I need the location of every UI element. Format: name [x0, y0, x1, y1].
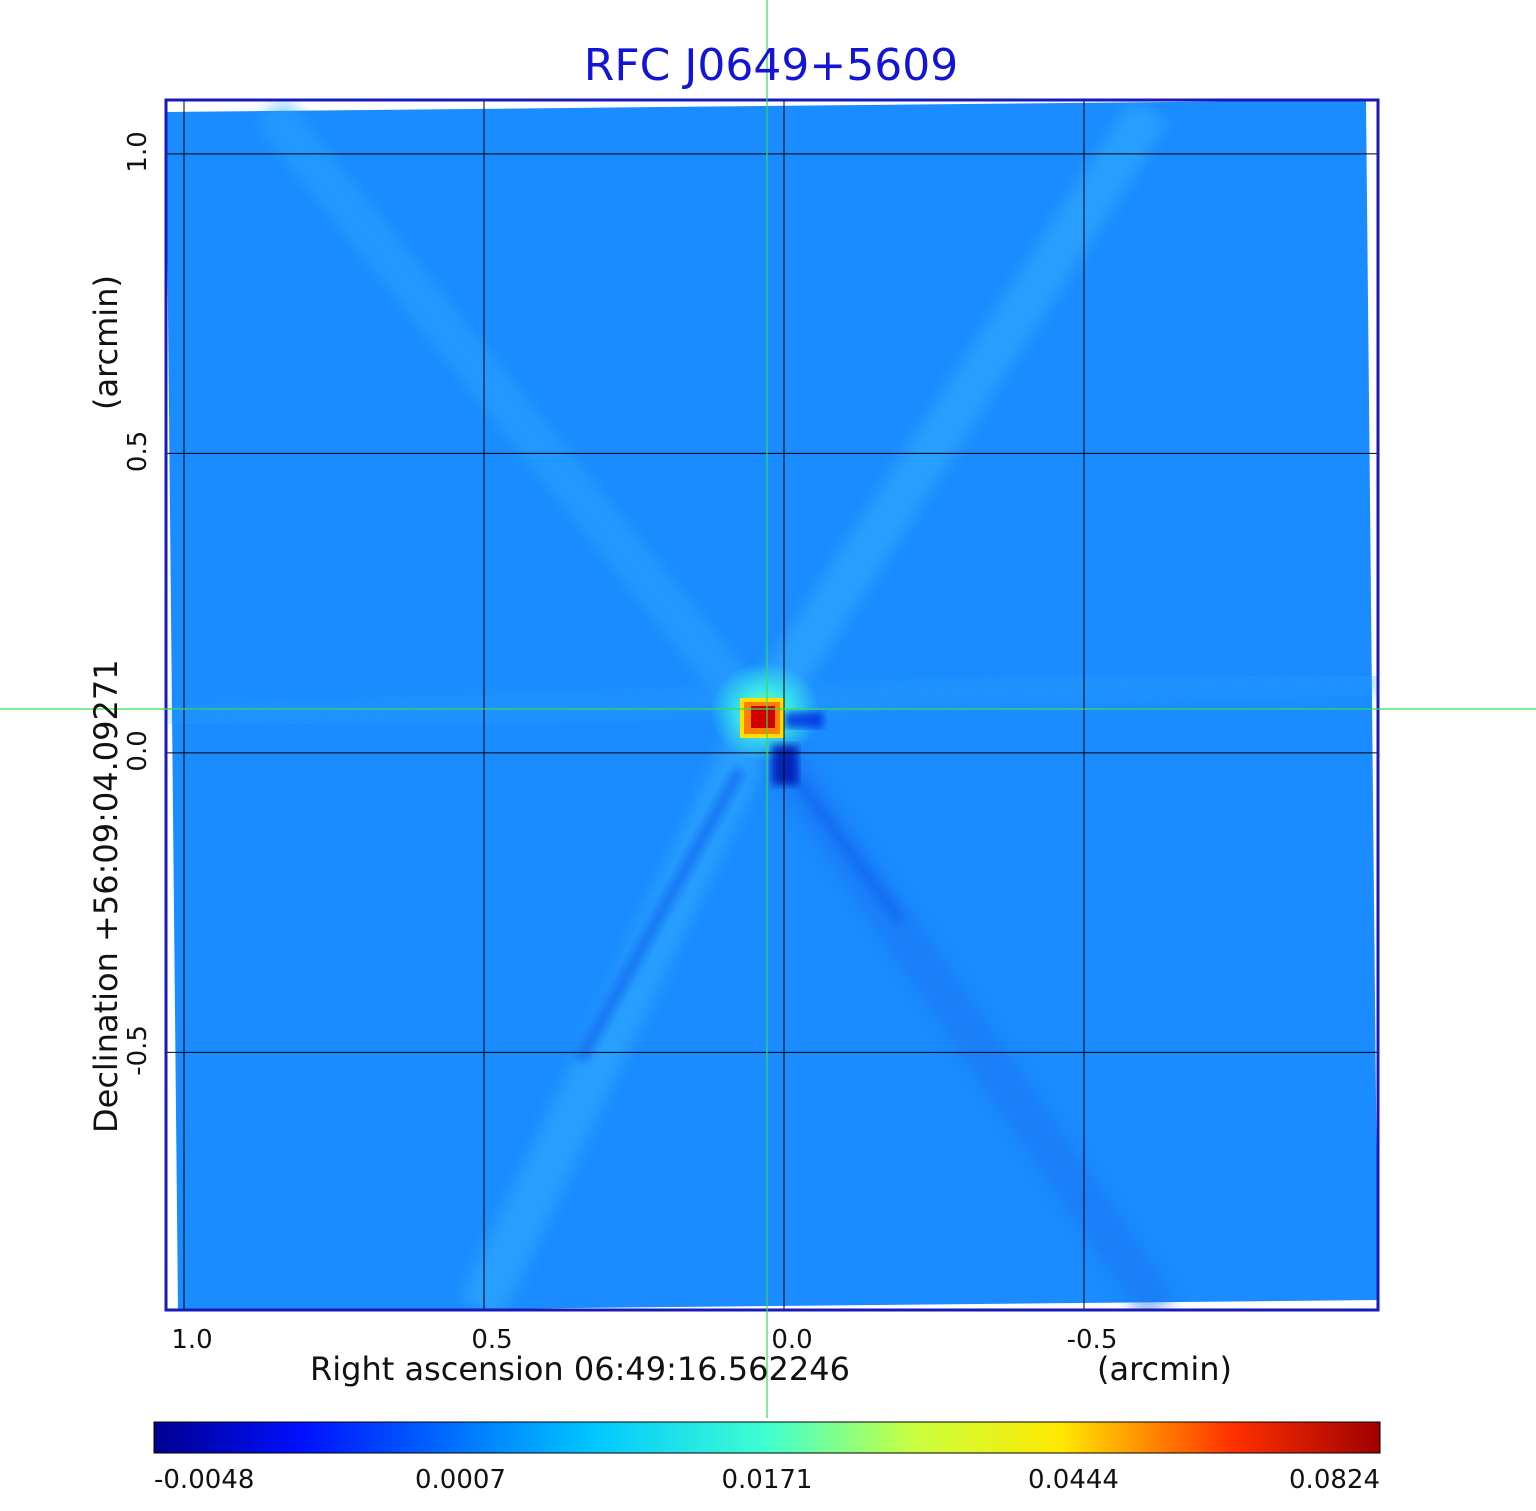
colorbar-tick-label: 0.0824 [1289, 1465, 1380, 1495]
x-tick-label: 0.0 [771, 1325, 812, 1355]
y-tick-label: 0.0 [123, 730, 153, 771]
radio-source [710, 662, 823, 785]
colorbar-tick-label: 0.0171 [722, 1465, 813, 1495]
coordinate-grid [166, 100, 1378, 1310]
colorbar-tick-label: -0.0048 [154, 1465, 254, 1495]
x-axis-unit: (arcmin) [1097, 1350, 1232, 1388]
x-tick-label: -0.5 [1067, 1325, 1118, 1355]
y-tick-label: 0.5 [123, 431, 153, 472]
colorbar-tick-labels: -0.0048 0.0007 0.0171 0.0444 0.0824 [154, 1465, 1380, 1495]
y-axis-unit: (arcmin) [87, 275, 125, 410]
x-axis-label: Right ascension 06:49:16.562246 [310, 1350, 850, 1388]
x-tick-label: 1.0 [171, 1325, 212, 1355]
y-tick-label: -0.5 [123, 1025, 153, 1076]
colorbar [153, 1421, 1381, 1454]
colorbar-tick-label: 0.0444 [1028, 1465, 1119, 1495]
y-tick-label: 1.0 [123, 131, 153, 172]
x-tick-label: 0.5 [471, 1325, 512, 1355]
x-tick-labels: 1.0 0.5 0.0 -0.5 [171, 1325, 1117, 1355]
plot-frame [164, 98, 1380, 1312]
y-axis-label: Declination +56:09:04.09271 [87, 659, 125, 1133]
y-tick-labels: 1.0 0.5 0.0 -0.5 [123, 131, 153, 1076]
chart-title: RFC J0649+5609 [584, 40, 958, 91]
colorbar-tick-label: 0.0007 [415, 1465, 506, 1495]
crosshair [0, 0, 1536, 1418]
